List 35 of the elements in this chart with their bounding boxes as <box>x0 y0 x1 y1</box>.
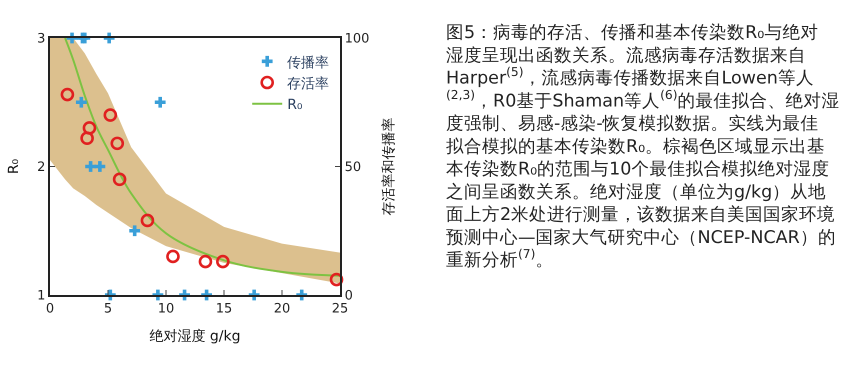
point <box>216 254 230 268</box>
point <box>330 272 344 286</box>
y-axis-title: R₀ <box>6 158 22 174</box>
point <box>80 131 94 146</box>
point <box>166 250 180 264</box>
point <box>60 88 74 102</box>
point <box>94 161 106 172</box>
legend-label: 传播率 <box>287 54 330 71</box>
point <box>112 172 126 186</box>
point <box>129 225 140 236</box>
y2-tick-label: 100 <box>344 32 370 47</box>
y-tick-label: 1 <box>37 288 46 304</box>
point <box>85 161 96 172</box>
x-axis-title: 绝对湿度 g/kg <box>149 328 241 344</box>
x-tick-label: 20 <box>274 302 290 317</box>
point <box>104 108 118 122</box>
legend-label: 存活率 <box>287 76 330 92</box>
legend-label: R₀ <box>287 97 303 114</box>
y-tick-label: 2 <box>37 160 46 176</box>
y-tick-label: 3 <box>37 32 46 47</box>
point <box>110 136 124 150</box>
y2-axis-title: 存活率和传播率 <box>381 118 398 216</box>
point <box>76 96 87 108</box>
point <box>198 254 212 268</box>
point <box>82 121 96 135</box>
x-tick-label: 25 <box>332 302 348 317</box>
point <box>154 96 166 108</box>
x-tick-label: 15 <box>216 302 232 317</box>
x-tick-label: 10 <box>158 302 174 317</box>
x-tick-label: 5 <box>104 302 112 317</box>
y2-tick-label: 50 <box>344 160 362 176</box>
x-tick-label: 0 <box>46 302 54 317</box>
point <box>140 214 154 228</box>
y2-tick-label: 0 <box>344 288 353 304</box>
text: 图5：病毒的存活、传播和基本传染数R₀与绝对湿度呈现出函数关系。流感病毒存活数据来自Harper$^{(5)}$，流感病毒传播数据来自Lowen等人$^{(2,3)}$，R0基于Shaman等人$^{(6)}$的最佳拟合、绝对湿度强制、易感-感染-恢复模拟数据。实线为最佳拟合模拟的基本传染数R₀。棕褐色区域显示出基本传染数R₀的范围与10个最佳拟合模拟绝对湿度之间呈函数关系。绝对湿度（单位为g/kg）从地面上方2米处进行测量，该数据来自美国国家环境预测中心—国家大气研究中心（NCEP-NCAR）的重新分析$^{(7)}$。 <box>446 23 840 270</box>
